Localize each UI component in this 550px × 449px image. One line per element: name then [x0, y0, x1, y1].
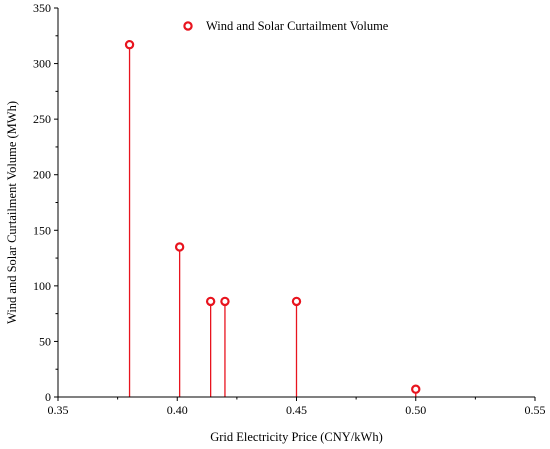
x-tick-label: 0.55	[525, 403, 546, 417]
y-tick-label: 300	[33, 57, 51, 71]
data-point-marker	[220, 296, 230, 307]
ticks-layer: 0.35 0.40 0.45 0.50 0.55 0 50 100 150 200 250 300 35…	[33, 1, 546, 417]
legend-marker-open-circle	[183, 21, 193, 31]
stems-layer	[128, 48, 417, 397]
markers-layer	[124, 39, 421, 394]
x-axis-title: Grid Electricity Price (CNY/kWh)	[210, 430, 383, 444]
legend-label: Wind and Solar Curtailment Volume	[206, 19, 389, 33]
data-point-marker	[411, 384, 421, 394]
x-tick-label: 0.50	[405, 403, 426, 417]
data-point-marker	[174, 242, 185, 252]
y-tick-label: 200	[33, 168, 51, 182]
x-tick-label: 0.45	[286, 403, 307, 417]
y-tick-label: 350	[33, 1, 51, 15]
data-point-marker	[124, 39, 135, 50]
y-tick-label: 100	[33, 279, 51, 293]
data-point-marker	[291, 296, 302, 307]
y-axis-title: Wind and Solar Curtailment Volume (MWh)	[5, 101, 19, 324]
data-point-marker	[205, 296, 216, 307]
y-tick-label: 0	[45, 390, 51, 404]
legend: Wind and Solar Curtailment Volume	[183, 19, 389, 33]
y-tick-label: 50	[39, 334, 51, 348]
x-tick-label: 0.40	[167, 403, 188, 417]
x-tick-label: 0.35	[48, 403, 69, 417]
y-tick-label: 150	[33, 223, 51, 237]
y-tick-label: 250	[33, 112, 51, 126]
